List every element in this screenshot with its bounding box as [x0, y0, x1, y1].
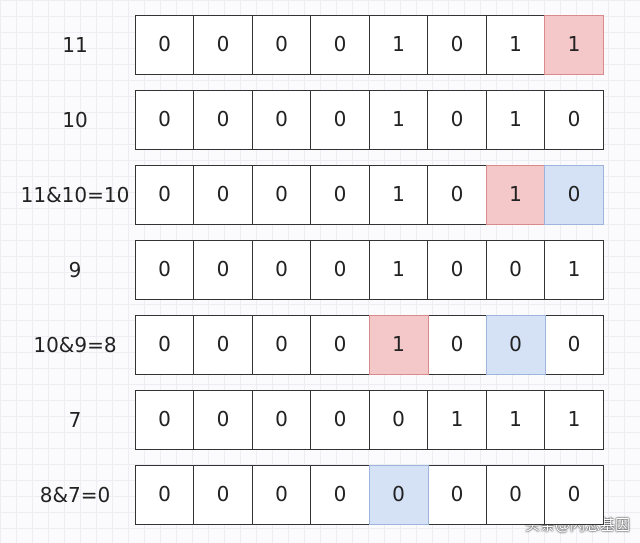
bit-cell: 0	[427, 15, 487, 75]
bit-cell: 0	[310, 315, 370, 375]
bit-cell: 0	[134, 390, 195, 450]
bit-cell: 0	[310, 240, 370, 300]
bit-cell: 1	[485, 90, 546, 150]
bit-cell: 0	[310, 465, 370, 525]
bit-cell: 0	[193, 165, 253, 225]
bit-cell: 1	[544, 240, 604, 300]
bit-row: 10&9=8 0 0 0 0 1 0 0 0	[0, 315, 640, 375]
bit-cell: 0	[427, 165, 487, 225]
row-label: 11&10=10	[20, 183, 130, 207]
bit-cell: 0	[310, 390, 370, 450]
row-label: 7	[68, 408, 82, 432]
bit-cell: 0	[427, 315, 487, 375]
bit-cell: 1	[544, 15, 604, 75]
bit-cell: 0	[544, 165, 604, 225]
bit-cell: 0	[193, 15, 253, 75]
bit-cell: 0	[251, 315, 312, 375]
bit-cell: 0	[485, 315, 546, 375]
bit-row: 11&10=10 0 0 0 0 1 0 1 0	[0, 165, 640, 225]
bit-row: 11 0 0 0 0 1 0 1 1	[0, 15, 640, 75]
bit-cell: 0	[134, 465, 195, 525]
row-label: 8&7=0	[39, 483, 111, 507]
row-label: 9	[68, 258, 82, 282]
bit-cell: 1	[368, 165, 429, 225]
bit-cell: 0	[134, 165, 195, 225]
bit-cell: 0	[544, 465, 604, 525]
bit-cell: 0	[193, 315, 253, 375]
bit-cell: 1	[368, 315, 429, 375]
bit-cell: 1	[368, 15, 429, 75]
bit-cell: 0	[485, 240, 546, 300]
bit-cell: 0	[427, 90, 487, 150]
bit-cell: 0	[193, 90, 253, 150]
bit-cell: 1	[544, 390, 604, 450]
bit-cell: 0	[544, 315, 604, 375]
bit-cell: 0	[134, 15, 195, 75]
bit-row: 8&7=0 0 0 0 0 0 0 0 0	[0, 465, 640, 525]
bit-cell: 1	[368, 90, 429, 150]
bit-cell: 1	[485, 390, 546, 450]
bit-cell: 0	[193, 390, 253, 450]
bit-cell: 0	[193, 465, 253, 525]
bit-cell: 1	[485, 15, 546, 75]
bit-cell: 0	[368, 465, 429, 525]
bit-cell: 0	[251, 15, 312, 75]
row-label: 10&9=8	[33, 333, 117, 357]
bit-cell: 0	[251, 90, 312, 150]
row-label: 10	[62, 108, 88, 132]
bit-cell: 0	[251, 165, 312, 225]
bit-cell: 0	[134, 240, 195, 300]
bit-cell: 0	[251, 465, 312, 525]
bit-cell: 0	[544, 90, 604, 150]
bit-cell: 0	[134, 315, 195, 375]
bit-row: 10 0 0 0 0 1 0 1 0	[0, 90, 640, 150]
bit-cell: 0	[427, 240, 487, 300]
bit-cell: 0	[310, 165, 370, 225]
bit-cell: 1	[368, 240, 429, 300]
bit-cell: 0	[427, 465, 487, 525]
bit-cell: 0	[368, 390, 429, 450]
bit-cell: 1	[485, 165, 546, 225]
bit-cell: 1	[427, 390, 487, 450]
bit-cell: 0	[134, 90, 195, 150]
bit-cell: 0	[251, 390, 312, 450]
bit-cell: 0	[310, 15, 370, 75]
bit-cell: 0	[193, 240, 253, 300]
bit-cell: 0	[485, 465, 546, 525]
bit-cell: 0	[251, 240, 312, 300]
row-label: 11	[62, 33, 88, 57]
bit-cell: 0	[310, 90, 370, 150]
